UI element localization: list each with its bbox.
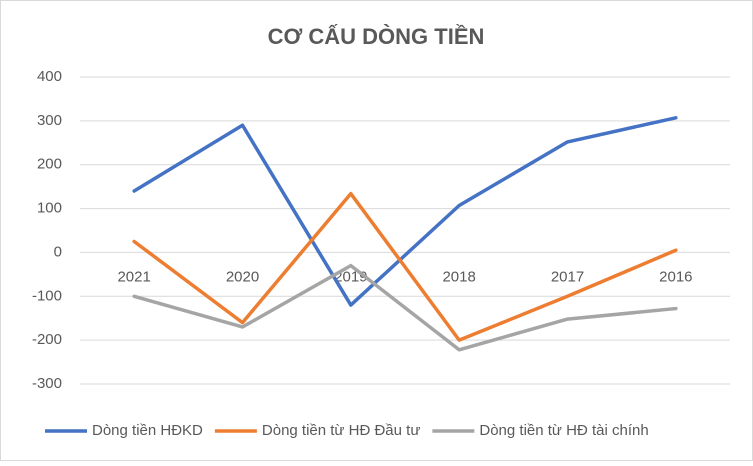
y-tick-label: 400 xyxy=(37,68,62,85)
legend-label: Dòng tiền từ HĐ Đầu tư xyxy=(262,422,420,439)
x-tick-label: 2020 xyxy=(226,268,259,285)
y-tick-label: 0 xyxy=(54,243,62,260)
series-line xyxy=(132,263,678,352)
x-tick-label: 2016 xyxy=(659,268,692,285)
y-tick-label: -200 xyxy=(32,331,62,348)
y-tick-label: 300 xyxy=(37,112,62,129)
legend-label: Dòng tiền HĐKD xyxy=(92,422,203,439)
legend: Dòng tiền HĐKD Dòng tiền từ HĐ Đầu tư Dòng… xyxy=(45,422,649,439)
y-tick-label: -100 xyxy=(32,287,62,304)
x-tick-label: 2021 xyxy=(117,268,150,285)
x-tick-label: 2018 xyxy=(442,268,475,285)
series-line xyxy=(132,191,678,342)
y-tick-label: 200 xyxy=(37,156,62,173)
legend-label: Dòng tiền từ HĐ tài chính xyxy=(479,422,648,439)
y-tick-label: 100 xyxy=(37,200,62,217)
chart-title: CƠ CẤU DÒNG TIỀN xyxy=(268,24,485,49)
x-tick-label: 2017 xyxy=(551,268,584,285)
series-line xyxy=(132,116,678,307)
y-tick-label: -300 xyxy=(32,375,62,392)
